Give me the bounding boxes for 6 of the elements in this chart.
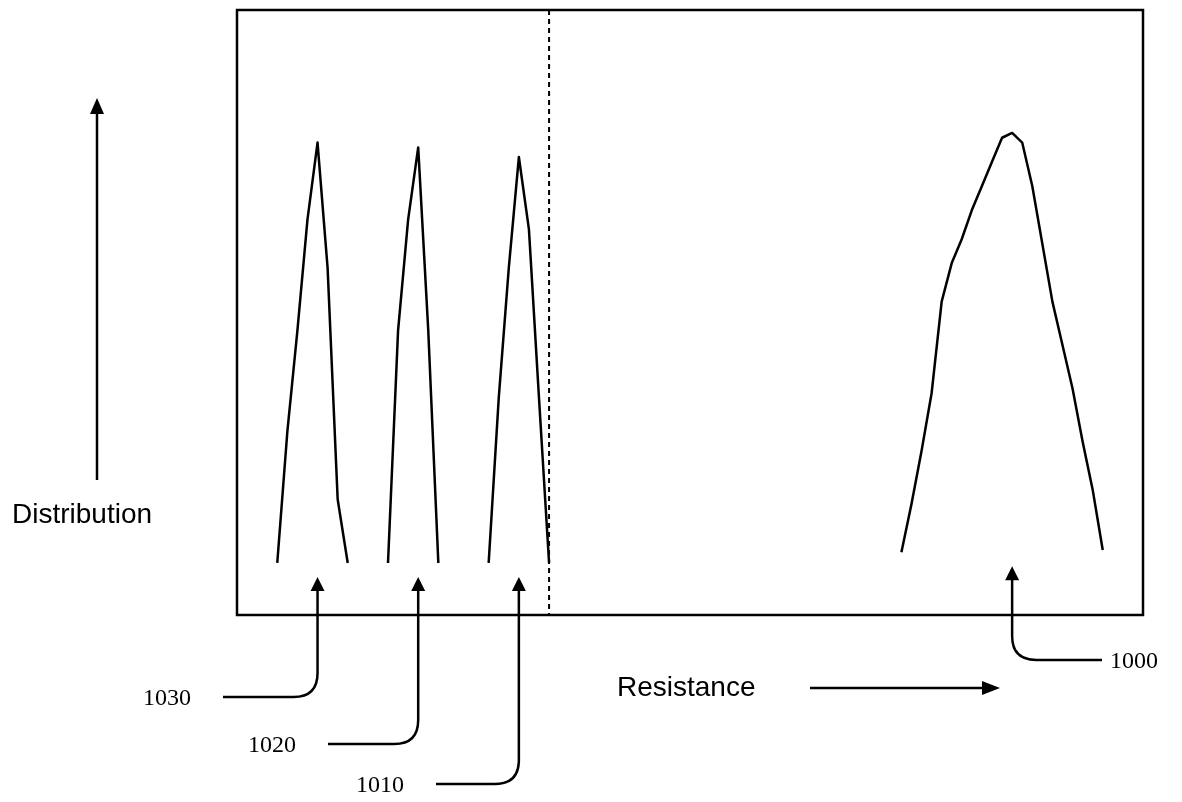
x-axis-title: Resistance	[617, 671, 756, 703]
text: 1000	[1110, 646, 1158, 674]
text: 1010	[356, 770, 404, 798]
y-axis-title: Distribution	[12, 498, 153, 530]
text: 1030	[143, 683, 191, 711]
text: 1020	[248, 730, 296, 758]
